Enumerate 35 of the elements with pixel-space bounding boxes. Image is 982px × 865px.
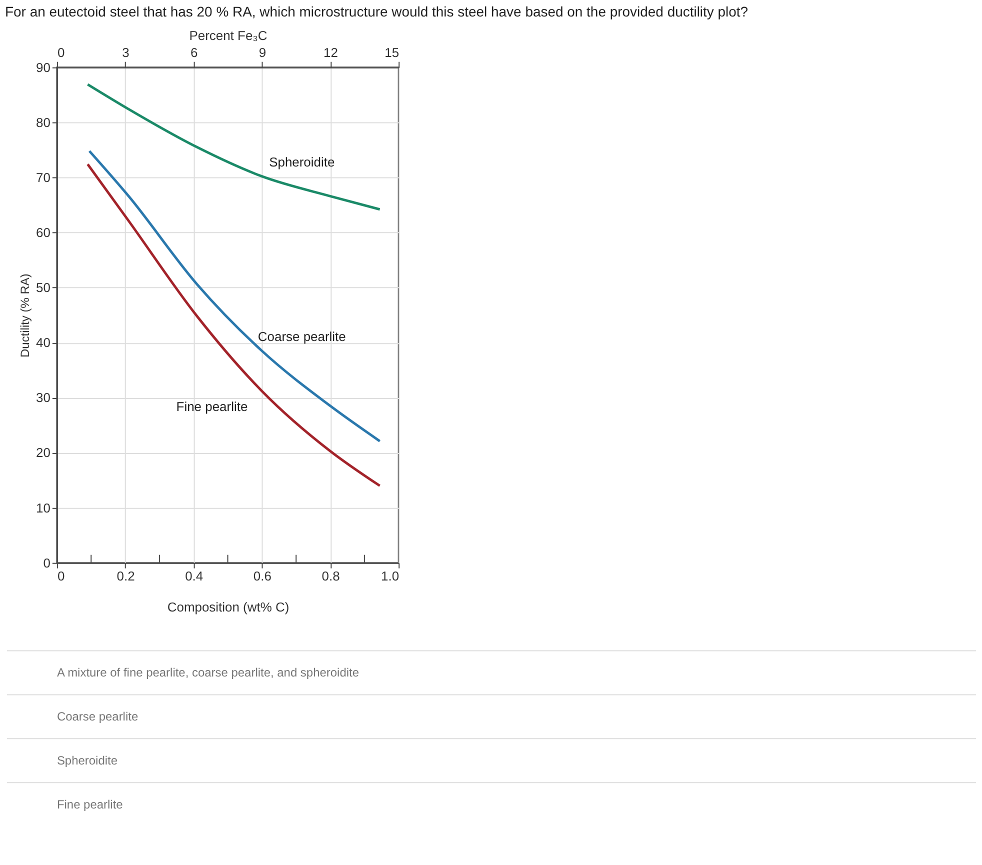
- x-tick-label: 0.6: [253, 568, 272, 584]
- x2-tick-label: 12: [324, 44, 338, 60]
- line-series: [88, 150, 382, 442]
- y-tick-label: 70: [36, 170, 50, 185]
- y-tick-label: 20: [36, 445, 50, 460]
- text: A mixture of fine pearlite, coarse pearlite, and spheroidite: [56, 666, 360, 680]
- series-label: Coarse pearlite: [258, 328, 346, 344]
- chart-title: For an eutectoid steel that has 20 % RA, which microstructure would this steel have based on the provided ductility plot?: [4, 3, 748, 20]
- x-tick-label: 0: [57, 568, 65, 584]
- text: Fine pearlite: [56, 798, 124, 812]
- y-tick-label: 60: [36, 225, 50, 240]
- y-tick-label: 80: [36, 114, 50, 130]
- series-label: Fine pearlite: [176, 399, 248, 414]
- series-label: Spheroidite: [269, 154, 335, 170]
- y-tick-label: 40: [36, 335, 50, 350]
- text: Spheroidite: [56, 754, 118, 768]
- x-tick-label: 0.2: [116, 568, 135, 584]
- x-tick-label: 0.4: [185, 568, 204, 584]
- x-tick-label: 1.0: [381, 568, 400, 584]
- y-tick-label: 90: [36, 60, 50, 75]
- x-tick-label: 0.8: [322, 568, 340, 584]
- y-tick-label: 0: [43, 555, 50, 570]
- x-axis-title: Composition (wt% C): [167, 599, 290, 614]
- x2-tick-label: 15: [384, 44, 400, 60]
- x2-tick-label: 6: [190, 44, 198, 60]
- x2-axis-title: Percent Fe₃C: [189, 28, 268, 43]
- x2-tick-label: 0: [57, 44, 65, 60]
- line-series: [86, 83, 382, 211]
- x2-tick-label: 3: [122, 44, 130, 60]
- y-axis-title: Ductility (% RA): [18, 274, 32, 358]
- text: Coarse pearlite: [56, 710, 138, 724]
- y-tick-label: 10: [36, 500, 50, 516]
- y-tick-label: 30: [36, 390, 50, 406]
- x2-tick-label: 9: [258, 44, 266, 60]
- y-tick-label: 50: [36, 280, 50, 296]
